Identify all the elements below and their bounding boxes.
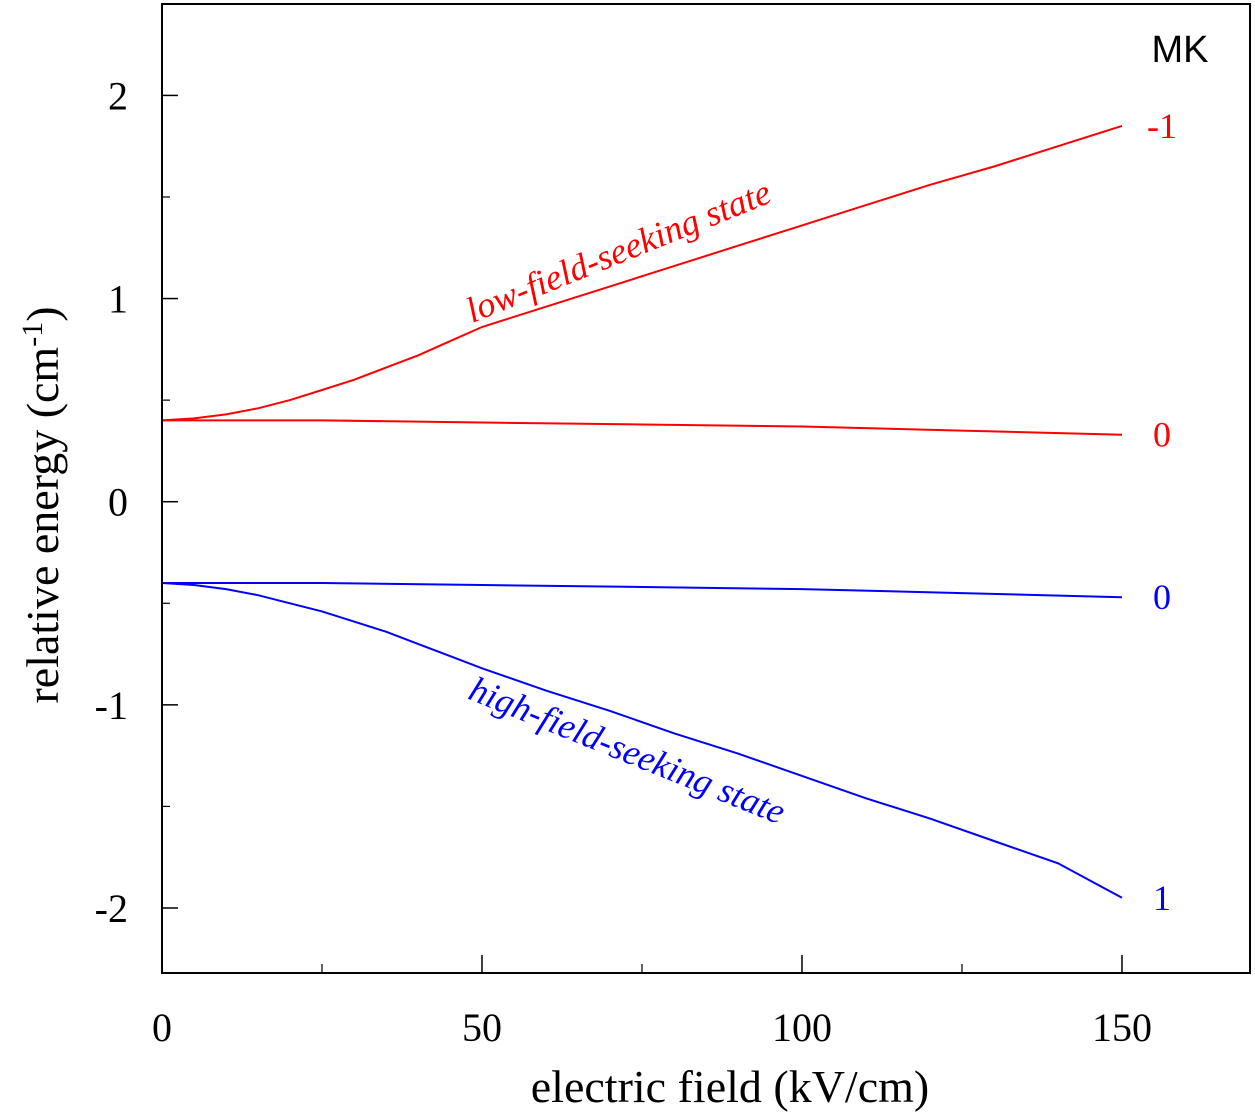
x-tick-label-50: 50 [462, 1005, 502, 1050]
series-line-3 [161, 582, 1123, 899]
annotations: -1 low-field-seeking state 0 0 1 high-field-s… [460, 106, 1177, 918]
mk-label-series-1: 0 [1153, 415, 1171, 455]
mk-label-series-2: 0 [1153, 577, 1171, 617]
series-label-0: low-field-seeking state [460, 172, 776, 331]
series-label-3: high-field-seeking state [464, 669, 791, 832]
y-tick-label-0: 0 [108, 480, 128, 525]
y-tick-label-1: 1 [108, 277, 128, 322]
tick-labels: 0 50 100 150 -2 -1 0 1 2 [95, 73, 1152, 1050]
y-tick-label--2: -2 [95, 886, 128, 931]
x-axis-title: electric field (kV/cm) [531, 1061, 929, 1112]
y-tick-label-2: 2 [108, 73, 128, 118]
plot-frame [161, 3, 1251, 974]
ticks [161, 94, 1123, 973]
y-axis-title: relative energy (cm-1) [16, 306, 69, 703]
mk-label-series-0: -1 [1147, 106, 1177, 146]
y-axis-title-main: relative energy (cm [17, 347, 68, 704]
x-tick-label-150: 150 [1092, 1005, 1152, 1050]
mk-label-series-3: 1 [1153, 878, 1171, 918]
series-lines [161, 124, 1123, 899]
series-line-1 [162, 419, 1123, 436]
x-tick-label-100: 100 [772, 1005, 832, 1050]
y-tick-label--1: -1 [95, 683, 128, 728]
legend-title-mk: MK [1152, 29, 1209, 71]
x-tick-label-0: 0 [152, 1005, 172, 1050]
series-line-0 [161, 124, 1123, 422]
y-axis-title-close: ) [17, 306, 68, 321]
series-line-2 [162, 582, 1123, 599]
y-axis-title-sup: -1 [16, 322, 49, 347]
